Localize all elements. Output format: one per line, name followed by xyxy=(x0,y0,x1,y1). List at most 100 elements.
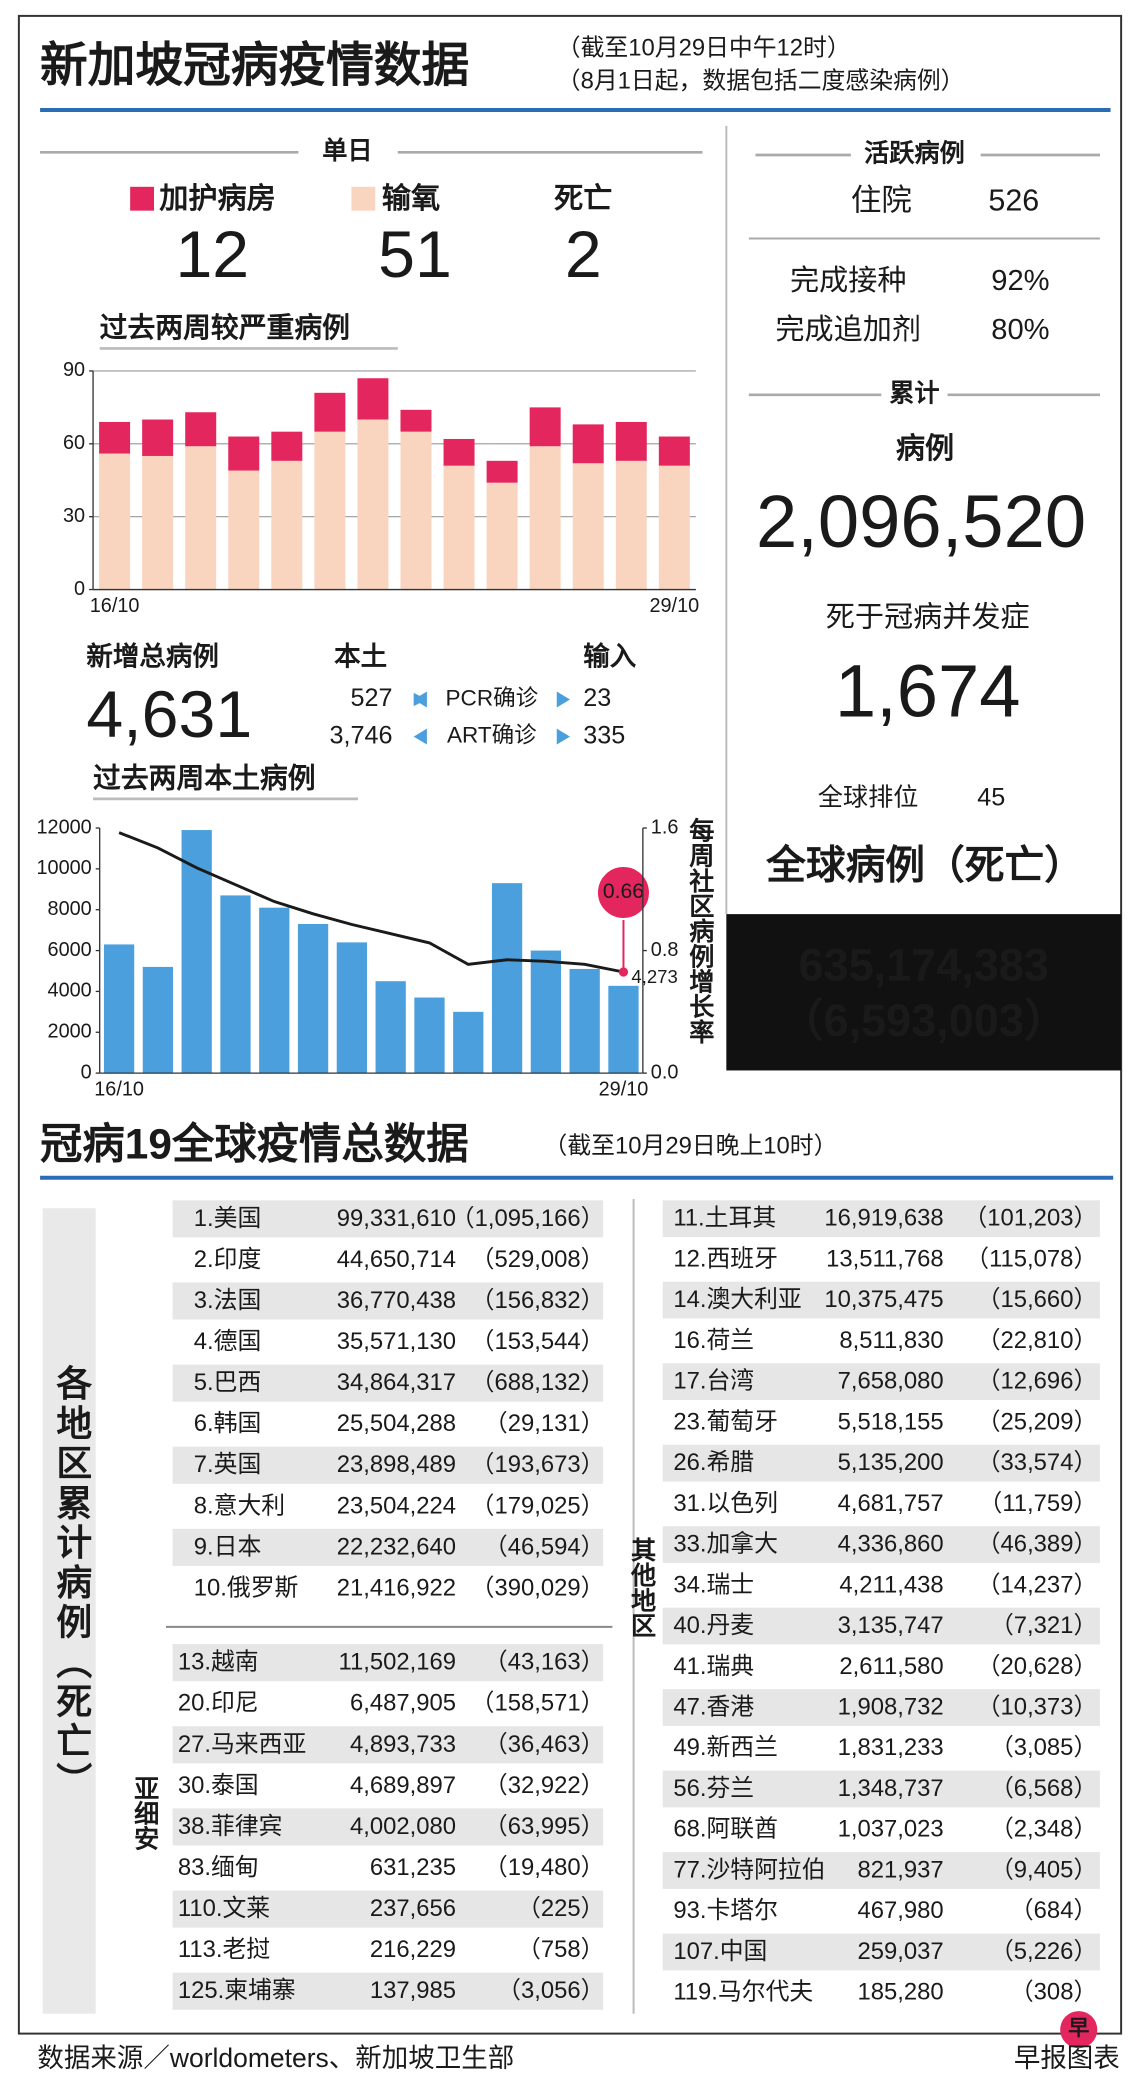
country: 17.台湾 xyxy=(673,1368,754,1395)
cases: 23,504,224 xyxy=(337,1492,456,1519)
deaths: （63,995） xyxy=(484,1813,605,1840)
cases: 4,681,757 xyxy=(838,1490,944,1517)
bar xyxy=(486,460,518,483)
country: 9.日本 xyxy=(194,1533,262,1560)
big-value: 1,674 xyxy=(835,649,1021,732)
bar xyxy=(142,966,174,1074)
y-tick-label: 10000 xyxy=(37,857,92,879)
cases: 4,893,733 xyxy=(350,1731,456,1758)
bar xyxy=(414,997,445,1074)
label: 病例 xyxy=(896,431,954,465)
test-label: PCR确诊 xyxy=(446,685,539,710)
country: 119.马尔代夫 xyxy=(673,1979,813,2006)
logo xyxy=(1060,2011,1098,2049)
bar xyxy=(228,470,260,590)
cases: 99,331,610 xyxy=(337,1205,456,1232)
deaths: （115,078） xyxy=(965,1245,1097,1272)
cases: 23,898,489 xyxy=(337,1451,456,1478)
arrow-right xyxy=(556,691,570,708)
label: 完成接种 xyxy=(790,264,907,297)
chart-title: 过去两周本土病例 xyxy=(93,763,316,794)
country: 16.荷兰 xyxy=(673,1327,754,1354)
country: 3.法国 xyxy=(194,1287,262,1314)
deaths: （46,594） xyxy=(484,1533,605,1560)
bar xyxy=(259,907,290,1074)
value: 92% xyxy=(991,265,1049,297)
bar xyxy=(375,981,406,1074)
country: 13.越南 xyxy=(178,1649,259,1676)
section-label: 活跃病例 xyxy=(864,139,965,168)
cases: 185,280 xyxy=(857,1979,943,2006)
deaths: （7,321） xyxy=(990,1612,1097,1639)
cases: 137,985 xyxy=(370,1977,456,2004)
cases: 16,919,638 xyxy=(824,1205,943,1232)
y-tick-label: 60 xyxy=(63,432,85,454)
bar xyxy=(615,460,647,590)
data-label: 0.66 xyxy=(603,880,644,903)
credit: 早报图表 xyxy=(1014,2043,1120,2073)
callout-bubble xyxy=(595,865,651,921)
row-bg xyxy=(662,1526,1100,1563)
deaths: （758） xyxy=(517,1936,604,1963)
row-bg xyxy=(662,1363,1100,1401)
country: 113.老挝 xyxy=(178,1936,270,1963)
value: 45 xyxy=(977,784,1005,812)
cases: 631,235 xyxy=(370,1854,456,1881)
bar xyxy=(486,482,518,590)
bar xyxy=(99,421,131,454)
big-value: 4,631 xyxy=(86,678,252,752)
deaths: （6,568） xyxy=(990,1775,1097,1802)
bar xyxy=(271,460,303,590)
country: 56.芬兰 xyxy=(673,1775,754,1802)
legend-label: 输氧 xyxy=(382,181,440,215)
cases: 1,908,732 xyxy=(838,1693,944,1720)
deaths: （19,480） xyxy=(484,1854,605,1881)
x-tick-label: 16/10 xyxy=(90,595,140,617)
label: 输入 xyxy=(583,641,636,671)
country: 93.卡塔尔 xyxy=(673,1897,778,1924)
bar xyxy=(572,463,604,590)
bar xyxy=(103,944,135,1074)
deaths: （2,348） xyxy=(990,1816,1097,1843)
deaths: （36,463） xyxy=(484,1731,605,1758)
cases: 1,348,737 xyxy=(838,1775,944,1802)
deaths: （688,132） xyxy=(471,1369,605,1396)
country: 47.香港 xyxy=(673,1693,754,1720)
deaths: （33,574） xyxy=(977,1449,1098,1476)
row-bg xyxy=(172,1726,604,1764)
bar xyxy=(530,950,562,1074)
label: 住院 xyxy=(851,184,912,218)
deaths: （193,673） xyxy=(471,1451,605,1478)
label: 完成追加剂 xyxy=(775,313,921,346)
y-tick-label: 8000 xyxy=(48,898,92,920)
y-tick-label: 0 xyxy=(74,578,85,600)
y2-axis-label: 每周社区病例增长率 xyxy=(686,817,716,1044)
cases: 1,037,023 xyxy=(838,1816,944,1843)
deaths: （308） xyxy=(1010,1979,1097,2006)
legend-label: 死亡 xyxy=(554,182,612,215)
group-label: 其他地区 xyxy=(628,1536,658,1638)
country: 26.希腊 xyxy=(673,1449,754,1476)
label: 本土 xyxy=(334,641,387,671)
deaths: （529,008） xyxy=(471,1246,605,1273)
country: 12.西班牙 xyxy=(673,1245,778,1272)
country: 68.阿联酋 xyxy=(673,1816,778,1843)
bar xyxy=(185,446,217,590)
row-bg xyxy=(662,1281,1100,1319)
bar xyxy=(615,421,647,461)
imported-value: 335 xyxy=(583,721,625,749)
deaths: （12,696） xyxy=(977,1368,1098,1395)
y-tick-label: 0.8 xyxy=(651,939,679,961)
cases: 821,937 xyxy=(857,1856,943,1883)
bar xyxy=(400,409,432,432)
value: 526 xyxy=(988,184,1039,218)
deaths: （29,131） xyxy=(484,1410,605,1437)
x-tick-label: 29/10 xyxy=(649,595,699,617)
deaths: （43,163） xyxy=(484,1649,605,1676)
deaths: （156,832） xyxy=(471,1287,605,1314)
country: 7.英国 xyxy=(194,1451,262,1478)
note: （8月1日起，数据包括二度感染病例） xyxy=(557,67,965,94)
bar xyxy=(443,465,475,590)
row-bg xyxy=(662,1200,1100,1238)
